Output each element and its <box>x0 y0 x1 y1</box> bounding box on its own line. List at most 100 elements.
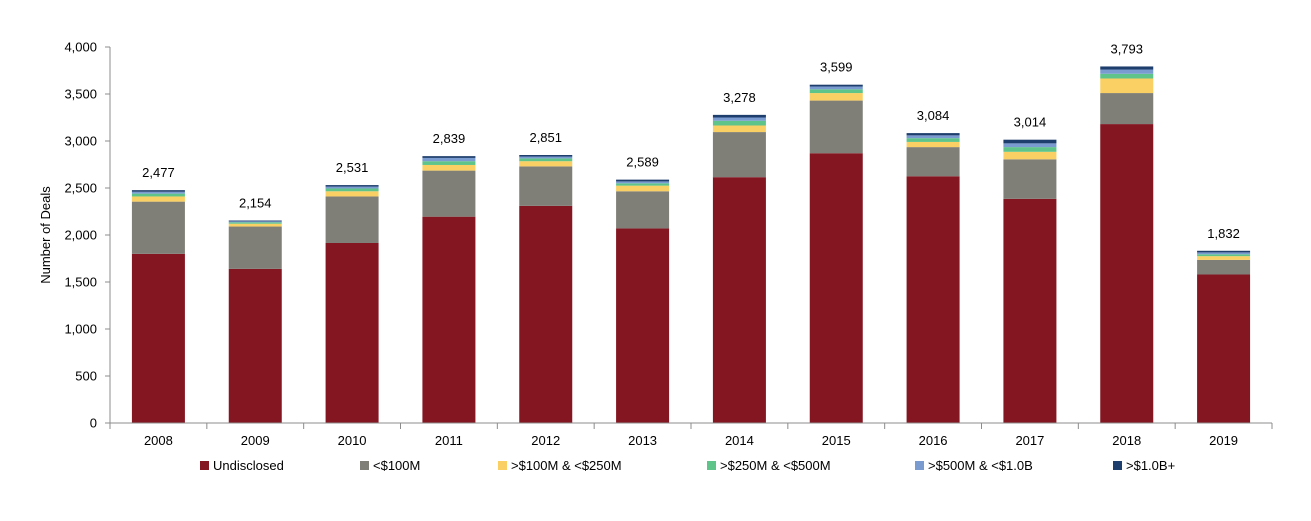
bar-segment-100m-250m-2008 <box>131 196 185 202</box>
bar-segment-undisclosed-2017 <box>1003 198 1057 423</box>
bar-segment-100m-2011 <box>422 170 476 217</box>
bar-group-2013: 2,589 <box>616 155 670 423</box>
total-label: 3,599 <box>820 60 853 75</box>
bar-segment-undisclosed-2009 <box>228 268 282 423</box>
legend-label: >$1.0B+ <box>1126 458 1175 473</box>
bar-segment-250m-500m-2017 <box>1003 147 1057 152</box>
bar-segment-1-0b-2018 <box>1100 66 1154 70</box>
x-tick-label: 2016 <box>919 433 948 448</box>
bar-group-2010: 2,531 <box>325 160 379 423</box>
x-tick-label: 2010 <box>338 433 367 448</box>
legend-item: >$250M & <$500M <box>707 458 831 473</box>
bar-segment-undisclosed-2008 <box>131 253 185 423</box>
total-label: 2,839 <box>433 131 466 146</box>
bar-segment-100m-2014 <box>712 132 766 178</box>
bar-segment-250m-500m-2008 <box>131 193 185 197</box>
legend-label: >$500M & <$1.0B <box>928 458 1033 473</box>
bar-segment-undisclosed-2015 <box>809 153 863 423</box>
bar-segment-250m-500m-2012 <box>519 158 573 162</box>
y-tick-label: 0 <box>90 416 97 431</box>
legend-label: <$100M <box>373 458 420 473</box>
bar-segment-500m-1-0b-2016 <box>906 135 960 139</box>
bar-segment-100m-2009 <box>228 226 282 269</box>
x-tick-label: 2015 <box>822 433 851 448</box>
legend-item: Undisclosed <box>200 458 284 473</box>
bar-segment-100m-250m-2012 <box>519 161 573 167</box>
y-axis-title: Number of Deals <box>38 186 53 284</box>
y-tick-label: 3,500 <box>64 87 97 102</box>
bar-segment-1-0b-2011 <box>422 156 476 158</box>
bar-segment-undisclosed-2010 <box>325 242 379 423</box>
legend-item: >$1.0B+ <box>1113 458 1175 473</box>
bar-segment-100m-250m-2010 <box>325 191 379 197</box>
bar-segment-100m-250m-2014 <box>712 125 766 133</box>
bar-segment-250m-500m-2019 <box>1197 254 1251 257</box>
y-tick-label: 4,000 <box>64 40 97 55</box>
bar-segment-500m-1-0b-2018 <box>1100 69 1154 74</box>
bar-segment-500m-1-0b-2012 <box>519 156 573 159</box>
bar-segment-250m-500m-2016 <box>906 138 960 142</box>
bar-segment-100m-250m-2017 <box>1003 151 1057 160</box>
bar-group-2015: 3,599 <box>809 60 863 423</box>
bar-group-2014: 3,278 <box>712 90 766 423</box>
total-label: 2,589 <box>626 155 659 170</box>
legend-label: >$250M & <$500M <box>720 458 831 473</box>
bar-segment-500m-1-0b-2015 <box>809 86 863 90</box>
bar-group-2019: 1,832 <box>1197 226 1251 423</box>
bar-segment-100m-2018 <box>1100 93 1154 125</box>
bar-segment-100m-250m-2016 <box>906 141 960 148</box>
legend-label: >$100M & <$250M <box>511 458 622 473</box>
bar-segment-250m-500m-2015 <box>809 89 863 94</box>
bar-segment-undisclosed-2011 <box>422 216 476 423</box>
bar-segment-500m-1-0b-2010 <box>325 186 379 189</box>
bar-group-2018: 3,793 <box>1100 41 1154 423</box>
bar-group-2017: 3,014 <box>1003 115 1057 423</box>
legend-item: <$100M <box>360 458 420 473</box>
bar-segment-100m-2010 <box>325 196 379 243</box>
bar-segment-250m-500m-2009 <box>228 222 282 224</box>
x-tick-label: 2011 <box>435 433 463 448</box>
legend-item: >$500M & <$1.0B <box>915 458 1033 473</box>
bar-segment-100m-2012 <box>519 166 573 206</box>
y-axis: 0 500 1,000 1,500 2,000 2,500 3,000 3,500 4,000 <box>64 40 111 431</box>
total-label: 3,793 <box>1110 41 1143 56</box>
bar-segment-500m-1-0b-2017 <box>1003 143 1057 148</box>
y-tick-label: 2,000 <box>64 228 97 243</box>
bar-segment-100m-2016 <box>906 147 960 177</box>
bar-segment-1-0b-2016 <box>906 133 960 136</box>
bar-segment-undisclosed-2016 <box>906 176 960 423</box>
x-tick-label: 2014 <box>725 433 754 448</box>
bar-segment-100m-250m-2009 <box>228 223 282 227</box>
bar-segment-1-0b-2015 <box>809 84 863 87</box>
y-tick-label: 1,000 <box>64 322 97 337</box>
x-tick-label: 2019 <box>1209 433 1238 448</box>
bar-group-2008: 2,477 <box>131 165 185 423</box>
bar-segment-500m-1-0b-2011 <box>422 157 476 162</box>
bar-segment-1-0b-2008 <box>131 190 185 192</box>
legend: Undisclosed <$100M >$100M & <$250M >$250M &… <box>200 458 1175 473</box>
bar-segment-undisclosed-2013 <box>616 228 670 423</box>
bar-segment-500m-1-0b-2013 <box>616 181 670 184</box>
bar-segment-250m-500m-2013 <box>616 183 670 186</box>
bar-segment-1-0b-2019 <box>1197 250 1251 253</box>
bar-segment-100m-250m-2013 <box>616 185 670 192</box>
legend-swatch <box>200 461 209 470</box>
x-tick-label: 2013 <box>628 433 657 448</box>
bar-segment-500m-1-0b-2008 <box>131 191 185 194</box>
total-label: 3,084 <box>917 108 950 123</box>
bar-segment-1-0b-2012 <box>519 155 573 157</box>
bar-segment-1-0b-2017 <box>1003 139 1057 144</box>
bar-group-2011: 2,839 <box>422 131 476 423</box>
y-tick-label: 500 <box>75 369 97 384</box>
total-label: 2,851 <box>529 130 562 145</box>
bar-segment-500m-1-0b-2009 <box>228 221 282 223</box>
bar-segment-undisclosed-2019 <box>1197 274 1251 423</box>
x-tick-label: 2009 <box>241 433 270 448</box>
bar-segment-100m-2015 <box>809 100 863 154</box>
bar-segment-1-0b-2013 <box>616 179 670 182</box>
total-label: 2,154 <box>239 196 272 211</box>
bar-segment-250m-500m-2014 <box>712 120 766 126</box>
legend-item: >$100M & <$250M <box>498 458 622 473</box>
x-tick-label: 2018 <box>1112 433 1141 448</box>
bar-segment-100m-250m-2011 <box>422 164 476 171</box>
